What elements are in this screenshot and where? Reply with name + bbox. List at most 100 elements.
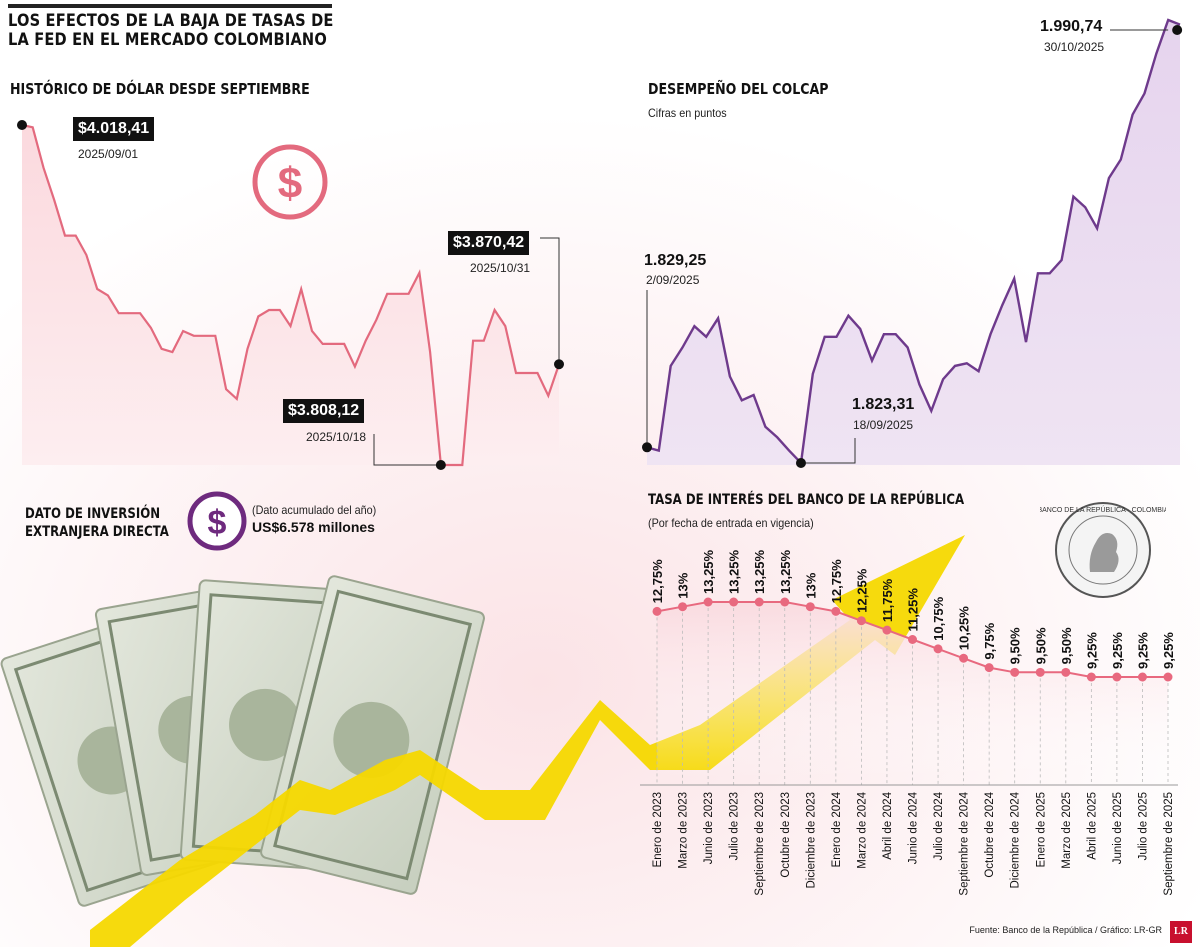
dollar-min-value: $3.808,12 — [283, 399, 365, 423]
dollar-start-point — [17, 120, 27, 130]
rate-category-label: Marzo de 2024 — [856, 791, 868, 868]
dollar-min-point — [435, 460, 446, 470]
colcap-chart — [642, 18, 1183, 468]
rate-category-label: Junio de 2025 — [1112, 792, 1124, 864]
dollar-end-date: 2025/10/31 — [470, 261, 531, 275]
rate-point — [933, 644, 943, 654]
rate-label: 9,25% — [1110, 632, 1125, 669]
fdi-label-line2: EXTRANJERA DIRECTA — [25, 524, 169, 540]
rate-point — [678, 602, 688, 612]
dollar-heading: HISTÓRICO DE DÓLAR DESDE SEPTIEMBRE — [10, 80, 310, 98]
rate-label: 13,25% — [727, 549, 742, 594]
rate-point — [1112, 672, 1122, 682]
dollar-start-value: $4.018,41 — [73, 117, 155, 141]
dollar-min-leader — [373, 434, 441, 466]
dollar-line — [21, 123, 561, 467]
rates-subtitle: (Por fecha de entrada en vigencia) — [648, 516, 814, 530]
rate-category-label: Julio de 2025 — [1137, 792, 1149, 860]
rate-label: 9,50% — [1008, 627, 1023, 664]
dollar-end-value: $3.870,42 — [448, 231, 530, 255]
dollar-start-date: 2025/09/01 — [78, 147, 139, 161]
rate-label: 13% — [803, 572, 818, 598]
colcap-max-date: 30/10/2025 — [1044, 40, 1105, 54]
rate-label: 10,75% — [931, 596, 946, 641]
rate-label: 9,25% — [1084, 632, 1099, 669]
main-title-line2: LA FED EN EL MERCADO COLOMBIANO — [8, 30, 327, 50]
rate-category-label: Septiembre de 2024 — [959, 791, 971, 895]
rates-chart: 12,75% Enero de 2023 13% Marzo de 2023 13,25… — [640, 549, 1178, 896]
rate-point — [805, 602, 815, 612]
rate-point — [1035, 667, 1045, 677]
svg-text:$: $ — [208, 504, 227, 542]
colcap-max-value: 1.990,74 — [1040, 18, 1103, 35]
dollar-chart — [17, 120, 564, 470]
fdi-label: DATO DE INVERSIÓN EXTRANJERA DIRECTA — [25, 505, 169, 541]
rate-point — [908, 635, 917, 644]
growth-arrow — [90, 535, 965, 947]
rate-label: 9,25% — [1135, 632, 1150, 669]
rate-category-label: Abril de 2025 — [1086, 792, 1098, 860]
rate-point — [754, 597, 764, 607]
title-rule — [8, 4, 332, 8]
colcap-start-point — [642, 442, 652, 453]
rate-point — [729, 597, 739, 607]
main-title: LOS EFECTOS DE LA BAJA DE TASAS DE LA FE… — [8, 12, 334, 50]
rate-label: 11,75% — [880, 578, 895, 622]
rate-point — [1061, 667, 1071, 677]
rate-category-label: Enero de 2024 — [831, 791, 843, 867]
rate-point — [959, 653, 969, 663]
rate-label: 11,25% — [906, 588, 921, 632]
colcap-max-point — [1172, 25, 1183, 35]
rate-category-label: Diciembre de 2024 — [1010, 791, 1022, 888]
rate-point — [703, 597, 713, 607]
rate-category-label: Enero de 2025 — [1035, 792, 1047, 867]
colcap-min-date: 18/09/2025 — [853, 418, 914, 432]
rate-label: 12,75% — [650, 559, 665, 604]
rate-point — [882, 625, 892, 635]
fdi-value: US$6.578 millones — [252, 519, 375, 535]
fdi-dollar-icon: $ — [187, 491, 247, 551]
rate-point — [856, 616, 866, 626]
rate-point — [652, 606, 662, 616]
source-note: Fuente: Banco de la República / Gráfico:… — [969, 925, 1162, 935]
rate-label: 9,75% — [982, 622, 997, 659]
rate-category-label: Junio de 2023 — [703, 792, 715, 864]
rate-point — [780, 597, 790, 607]
dollar-end-leader — [540, 237, 560, 365]
rate-category-label: Septiembre de 2025 — [1163, 792, 1175, 896]
rate-label: 12,75% — [829, 559, 844, 604]
rate-label: 13,25% — [701, 549, 716, 594]
rate-label: 13% — [676, 572, 691, 598]
rate-label: 13,25% — [778, 549, 793, 594]
fdi-label-line1: DATO DE INVERSIÓN — [25, 506, 161, 522]
rate-category-label: Octubre de 2024 — [984, 791, 996, 877]
rate-label: 13,25% — [752, 549, 767, 594]
rate-point — [1163, 672, 1173, 682]
rate-category-label: Abril de 2024 — [882, 791, 894, 859]
colcap-start-date: 2/09/2025 — [646, 273, 700, 287]
colcap-heading: DESEMPEÑO DEL COLCAP — [648, 80, 829, 98]
rate-category-label: Octubre de 2023 — [780, 792, 792, 878]
rate-category-label: Enero de 2023 — [652, 792, 664, 867]
fdi-note: (Dato acumulado del año) — [252, 503, 377, 517]
banco-republica-seal-icon: BANCO DE LA REPÚBLICA · COLOMBIA — [1040, 502, 1166, 598]
rate-point — [831, 606, 841, 616]
rate-category-label: Marzo de 2025 — [1061, 792, 1073, 869]
colcap-subtitle: Cifras en puntos — [648, 106, 727, 120]
colcap-min-value: 1.823,31 — [852, 396, 915, 413]
rates-heading: TASA DE INTERÉS DEL BANCO DE LA REPÚBLIC… — [648, 492, 965, 508]
rate-point — [984, 663, 994, 673]
rate-point — [1137, 672, 1147, 682]
rate-point — [1086, 672, 1096, 682]
rate-category-label: Junio de 2024 — [908, 791, 920, 864]
rate-category-label: Julio de 2024 — [933, 791, 945, 860]
rate-label: 10,25% — [957, 606, 972, 651]
rate-label: 9,25% — [1161, 632, 1176, 669]
colcap-line — [646, 18, 1181, 466]
rate-point — [1010, 667, 1020, 677]
colcap-min-leader — [800, 438, 856, 464]
colcap-area — [647, 20, 1180, 465]
rate-category-label: Julio de 2023 — [729, 792, 741, 860]
dollar-end-point — [554, 359, 564, 370]
dollar-min-date: 2025/10/18 — [306, 430, 367, 444]
